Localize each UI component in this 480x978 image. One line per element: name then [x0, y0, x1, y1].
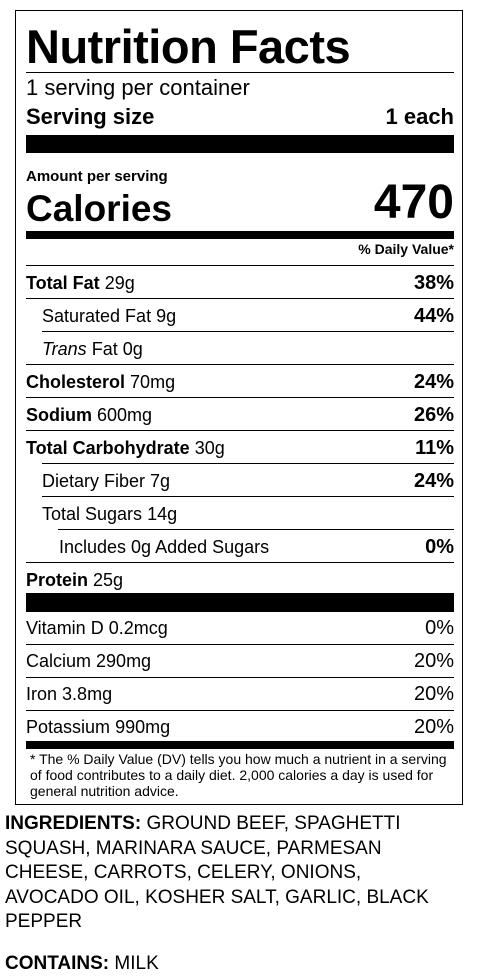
vitamin-amount: 990mg: [115, 716, 171, 737]
nutrient-amount: 600mg: [97, 404, 153, 425]
nutrient-row-sodium: Sodium 600mg 26%: [26, 399, 454, 431]
nutrient-amount: 7g: [150, 470, 171, 491]
divider: [26, 644, 454, 645]
label-title: Nutrition Facts: [26, 20, 351, 73]
nutrient-name: Total Fat: [26, 272, 100, 293]
thick-divider: [26, 135, 454, 153]
vitamin-amount: 0.2mcg: [108, 617, 168, 638]
nutrition-facts-label: Nutrition Facts 1 serving per container …: [15, 10, 463, 805]
nutrient-amount: 25g: [93, 569, 124, 590]
calories-row: Calories 470: [26, 176, 454, 229]
vitamin-dv: 20%: [413, 715, 454, 738]
servings-per-container: 1 serving per container: [26, 75, 250, 100]
divider: [26, 562, 454, 563]
nutrient-row-dietary-fiber: Dietary Fiber 7g 24%: [26, 465, 454, 497]
nutrient-name: Total Carbohydrate: [26, 437, 190, 458]
divider: [42, 496, 454, 497]
vitamin-name: Calcium: [26, 650, 92, 671]
nutrient-dv: 38%: [413, 271, 454, 294]
nutrient-row-total-sugars: Total Sugars 14g: [26, 498, 454, 530]
divider: [26, 72, 454, 73]
nutrient-amount: 14g: [147, 503, 178, 524]
divider: [26, 298, 454, 299]
amount-per-serving: Amount per serving: [26, 168, 168, 185]
nutrient-amount: 30g: [194, 437, 225, 458]
vitamin-row-calcium: Calcium 290mg 20%: [26, 645, 454, 677]
calories-label: Calories: [26, 188, 173, 229]
footnote: * The % Daily Value (DV) tells you how m…: [30, 751, 447, 799]
divider: [26, 265, 454, 266]
ingredients-label: INGREDIENTS:: [5, 813, 142, 834]
divider: [58, 529, 454, 530]
divider: [26, 677, 454, 678]
medium-divider: [26, 231, 454, 239]
vitamin-name: Potassium: [26, 716, 111, 737]
divider: [26, 364, 454, 365]
vitamin-name: Vitamin D: [26, 617, 104, 638]
nutrient-name: Protein: [26, 569, 89, 590]
divider: [26, 710, 454, 711]
nutrient-name: Fat: [91, 338, 118, 359]
serving-size-row: Serving size 1 each: [26, 106, 454, 128]
nutrient-name-italic: Trans: [42, 338, 87, 359]
nutrient-dv: 44%: [413, 304, 454, 327]
vitamin-dv: 20%: [413, 682, 454, 705]
divider: [26, 430, 454, 431]
serving-size-label: Serving size: [26, 104, 155, 129]
ingredients-text: GROUND BEEF, SPAGHETTI SQUASH, MARINARA …: [5, 813, 429, 932]
contains-label: CONTAINS:: [5, 953, 110, 974]
contains-text: MILK: [114, 953, 159, 974]
ingredients-statement: INGREDIENTS: GROUND BEEF, SPAGHETTI SQUA…: [5, 812, 445, 935]
serving-size-value: 1 each: [385, 104, 455, 129]
nutrient-amount: 0g: [122, 338, 143, 359]
nutrient-row-cholesterol: Cholesterol 70mg 24%: [26, 366, 454, 398]
nutrient-row-saturated-fat: Saturated Fat 9g 44%: [26, 300, 454, 332]
nutrient-dv: 24%: [413, 469, 454, 492]
nutrient-row-trans-fat: Trans Fat 0g: [26, 333, 454, 365]
nutrient-name: Total Sugars: [42, 503, 143, 524]
vitamin-row-iron: Iron 3.8mg 20%: [26, 678, 454, 710]
nutrient-row-total-fat: Total Fat 29g 38%: [26, 267, 454, 299]
nutrient-name: Cholesterol: [26, 371, 126, 392]
daily-value-header: % Daily Value*: [358, 241, 454, 257]
vitamin-row-vitamin-d: Vitamin D 0.2mcg 0%: [26, 612, 454, 644]
nutrient-name: Sodium: [26, 404, 92, 425]
nutrient-amount: 9g: [156, 305, 177, 326]
allergen-statement: CONTAINS: MILK: [5, 953, 159, 975]
nutrient-dv: 11%: [415, 436, 454, 459]
nutrient-name: Dietary Fiber: [42, 470, 146, 491]
nutrient-amount: 29g: [104, 272, 135, 293]
nutrient-name: Includes 0g Added Sugars: [59, 536, 270, 557]
thick-divider: [26, 593, 454, 612]
medium-divider: [26, 741, 454, 749]
nutrient-dv: 0%: [425, 535, 454, 558]
nutrient-dv: 26%: [413, 403, 454, 426]
nutrient-name: Saturated Fat: [42, 305, 152, 326]
nutrient-row-added-sugars: Includes 0g Added Sugars 0%: [26, 531, 454, 563]
divider: [42, 463, 454, 464]
nutrient-row-total-carbohydrate: Total Carbohydrate 30g 11%: [26, 432, 454, 464]
calories-value: 470: [373, 176, 454, 229]
nutrient-row-protein: Protein 25g: [26, 564, 454, 596]
nutrient-amount: 70mg: [130, 371, 176, 392]
vitamin-dv: 0%: [425, 616, 454, 639]
divider: [42, 331, 454, 332]
divider: [26, 397, 454, 398]
vitamin-name: Iron: [26, 683, 58, 704]
vitamin-dv: 20%: [413, 649, 454, 672]
vitamin-row-potassium: Potassium 990mg 20%: [26, 711, 454, 743]
nutrient-dv: 24%: [413, 370, 454, 393]
vitamin-amount: 290mg: [96, 650, 152, 671]
vitamin-amount: 3.8mg: [62, 683, 113, 704]
